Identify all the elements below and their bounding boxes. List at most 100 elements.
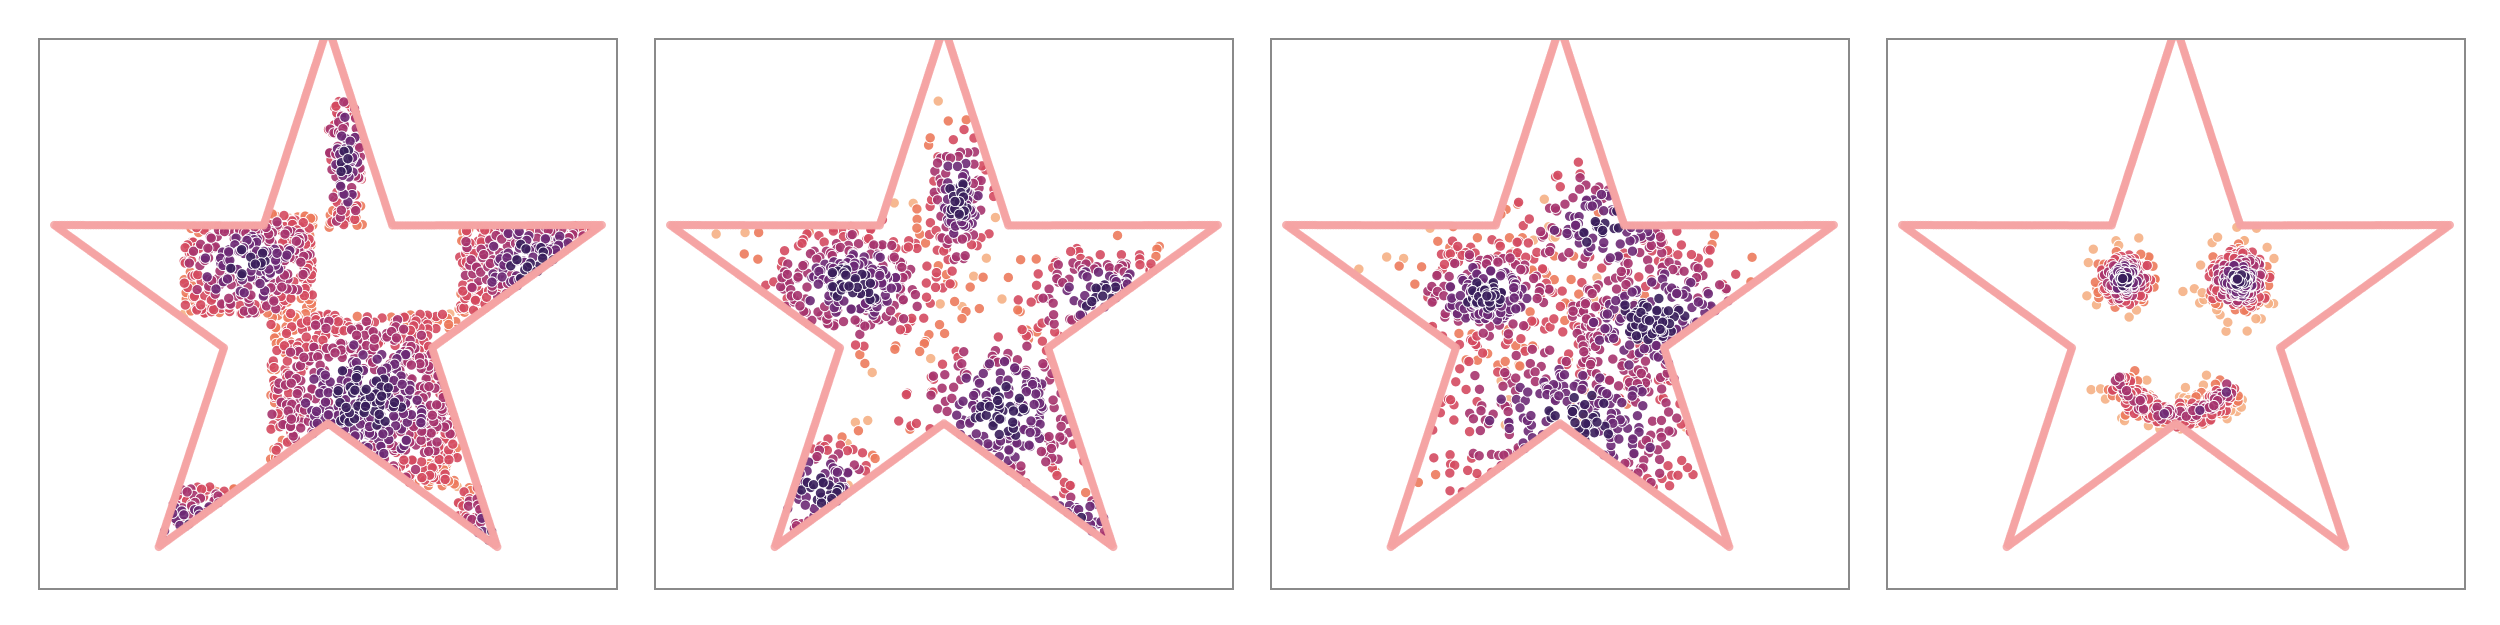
scatter-point [862,414,874,427]
scatter-point [1463,355,1475,368]
scatter-point [1626,245,1639,257]
scatter-point [914,345,926,358]
scatter-point [390,332,403,344]
scatter-point [1535,225,1547,238]
scatter-point [1655,414,1668,427]
scatter-point [1444,449,1456,461]
scatter-point [1615,265,1627,278]
scatter-point [1552,169,1564,181]
scatter-point [977,271,989,283]
scatter-point [1574,172,1586,184]
scatter-point [814,487,827,499]
scatter-point [1663,480,1676,492]
scatter-point [1714,279,1726,291]
scatter-point [322,409,334,421]
scatter-point [1036,335,1048,347]
scatter-point [893,415,905,427]
scatter-point [1023,439,1035,451]
scatter-point [279,228,291,240]
scatter-point [911,300,923,312]
scatter-point [964,281,976,293]
scatter-point [866,366,878,379]
star-boundary [50,40,606,552]
scatter-point [970,428,982,440]
scatter-point [183,257,195,269]
scatter-point [1009,362,1021,374]
scatter-point [496,271,508,283]
scatter-point [924,217,937,229]
scatter-point [1484,415,1496,427]
scatter-point [1548,224,1561,236]
scatter-point [1589,301,1602,313]
scatter-point [956,312,968,325]
scatter-point [1012,294,1024,306]
scatter-point [1502,328,1514,340]
scatter-point [357,349,369,361]
scatter-point [210,283,222,295]
scatter-point [521,261,533,273]
scatter-point [1467,413,1480,425]
scatter-point [199,252,212,264]
scatter-point [1002,271,1014,284]
scatter-point [874,251,886,263]
scatter-point [205,232,217,244]
scatter-point [339,111,351,123]
scatter-point [983,358,995,370]
scatter-point [1510,349,1522,362]
scatter-point [752,253,764,265]
scatter-point [1643,263,1656,275]
scatter-point [322,387,334,399]
scatter-point [1494,270,1507,282]
scatter-point [958,346,970,358]
scatter-point [236,268,248,280]
scatter-point [1477,347,1489,359]
scatter-point [929,281,942,294]
scatter-point [400,434,412,446]
scatter-point [1567,305,1579,317]
scatter-point [859,357,871,370]
scatter-point [941,405,953,417]
scatter-point [1627,433,1639,445]
scatter-point [1030,388,1042,400]
scatter-point [781,268,793,280]
scatter-point [1522,386,1534,398]
scatter-point [319,396,332,408]
scatter-point [1620,279,1632,291]
scatter-point [902,241,914,253]
scatter-point [1572,156,1584,168]
scatter-point [281,249,293,261]
scatter-point [396,378,408,390]
scatter-point [1633,426,1645,438]
scatter-point [405,359,418,371]
scatter-point [710,228,722,240]
scatter-point [1025,415,1037,427]
scatter-point [1557,326,1569,338]
scatter-point [443,318,455,331]
scatter-point [1094,249,1106,261]
scatter-point [1515,333,1527,345]
scatter-point [982,438,994,450]
scatter-point [398,323,410,335]
star-boundary [666,40,1222,552]
scatter-point [1045,442,1058,455]
scatter-point [946,392,958,404]
scatter-point [951,160,964,172]
scatter-point [812,278,824,290]
scatter-point [285,377,297,389]
scatter-point [327,191,339,203]
scatter-point [350,329,363,341]
scatter-point [1675,239,1688,251]
scatter-point [377,428,389,440]
scatter-point [1016,323,1028,336]
scatter-point [221,273,234,285]
scatter-point [1614,238,1626,250]
scatter-point [360,383,372,395]
scatter-point [1012,304,1024,316]
scatter-point [1438,258,1451,270]
scatter-point [1471,232,1484,244]
scatter-point [998,355,1011,368]
scatter-point [373,408,385,420]
scatter-point [1708,229,1720,241]
scatter-point [1499,355,1511,367]
scatter-point [488,240,500,252]
